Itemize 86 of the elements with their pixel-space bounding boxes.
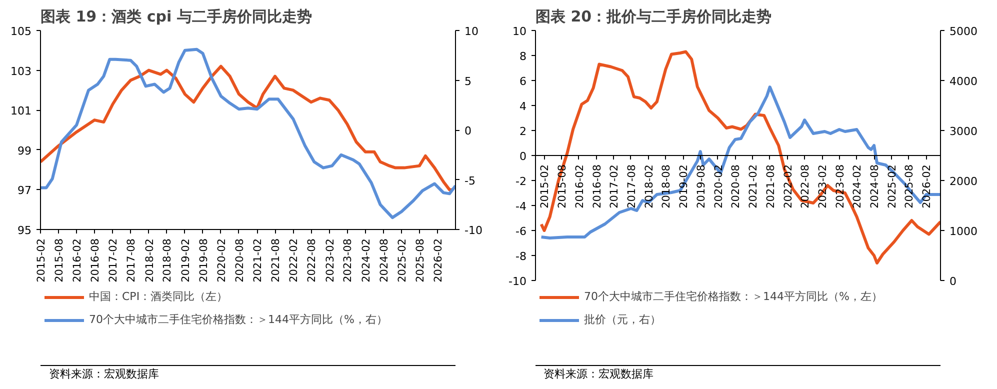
y-tick-label: 105: [10, 25, 32, 38]
y2-tick-label: 2000: [950, 175, 978, 188]
x-tick-label: 2016-08: [591, 164, 604, 208]
x-tick-label: 2015-08: [556, 164, 568, 208]
y-tick-label: 8: [520, 50, 526, 63]
x-tick-label: 2019-08: [695, 164, 708, 208]
legend-label: 70个大中城市二手住宅价格指数：＞144平方同比（%，左）: [584, 289, 882, 304]
x-tick-label: 2017-02: [608, 164, 621, 208]
x-tick-label: 2019-02: [180, 238, 192, 282]
x-tick-label: 2018-08: [162, 238, 174, 282]
chart-title: 图表 20：批价与二手房价同比走势: [536, 8, 772, 26]
x-tick-label: 2016-08: [90, 238, 102, 282]
x-tick-label: 2016-02: [574, 164, 586, 208]
y-tick-label: 97: [18, 184, 32, 198]
x-tick-label: 2022-02: [782, 164, 794, 208]
y2-tick-label: -5: [464, 174, 476, 188]
x-tick-label: 2018-08: [660, 164, 673, 208]
x-tick-label: 2020-02: [712, 164, 725, 208]
x-tick-label: 2019-02: [678, 164, 690, 208]
y-tick-label: -2: [516, 175, 526, 188]
text: 资料来源：宏观数据库: [544, 368, 654, 380]
x-tick-label: 2015-02: [36, 238, 48, 282]
x-tick-label: 2021-08: [764, 164, 777, 208]
x-tick-label: 2021-02: [252, 238, 264, 282]
x-tick-label: 2020-08: [234, 238, 246, 282]
y2-tick-label: 4000: [950, 75, 978, 88]
y2-tick-label: 5000: [950, 25, 978, 38]
x-tick-label: 2018-02: [144, 238, 156, 282]
x-tick-label: 2022-02: [288, 238, 300, 282]
x-tick-label: 2021-08: [270, 238, 282, 282]
text: 资料来源：宏观数据库: [48, 368, 159, 380]
chart-title: 图表 19：酒类 cpi 与二手房价同比走势: [40, 8, 312, 26]
x-tick-label: 2020-08: [730, 164, 742, 208]
x-tick-label: 2026-02: [921, 164, 934, 208]
y-tick-label: 6: [520, 75, 526, 88]
x-tick-label: 2018-02: [643, 164, 656, 208]
x-tick-label: 2020-02: [216, 238, 228, 282]
y2-tick-label: -10: [464, 224, 482, 237]
x-tick-label: 2025-08: [904, 164, 916, 208]
x-tick-label: 2022-08: [306, 238, 318, 282]
legend-label: 中国：CPI：酒类同比（左）: [89, 289, 228, 304]
x-tick-label: 2023-08: [342, 238, 354, 282]
x-tick-label: 2016-02: [72, 238, 84, 282]
x-tick-label: 2017-02: [108, 238, 120, 282]
x-tick-label: 2026-02: [432, 238, 445, 282]
line-series: [40, 48, 456, 220]
y2-tick-label: 3000: [950, 125, 978, 138]
x-tick-label: 2017-08: [126, 238, 138, 282]
x-tick-label: 2024-02: [852, 164, 864, 208]
x-tick-label: 2023-08: [834, 164, 846, 208]
y-tick-label: -6: [516, 225, 526, 238]
x-tick-label: 2022-08: [800, 164, 812, 208]
x-tick-label: 2025-02: [886, 164, 899, 208]
y-tick-label: 2: [520, 125, 526, 138]
y-tick-label: 4: [520, 100, 526, 113]
x-tick-label: 2023-02: [817, 164, 830, 208]
x-tick-label: 2019-08: [198, 238, 210, 282]
y-tick-label: 99: [18, 144, 32, 158]
x-tick-label: 2021-02: [748, 164, 760, 208]
y-tick-label: 95: [18, 224, 32, 237]
legend-label: 70个大中城市二手住宅价格指数：＞144平方同比（%，右）: [89, 312, 388, 327]
line-series: [540, 86, 940, 240]
y-tick-label: -8: [516, 250, 526, 263]
y2-tick-label: 10: [464, 25, 478, 38]
x-tick-label: 2015-02: [539, 164, 552, 208]
legend-label: 批价（元，右）: [584, 312, 661, 327]
y-tick-label: -4: [516, 200, 526, 213]
x-tick-label: 2025-02: [396, 238, 409, 282]
y-tick-label: 103: [10, 64, 32, 78]
y2-tick-label: 1000: [950, 225, 978, 238]
y2-tick-label: 0: [464, 124, 472, 138]
x-tick-label: 2023-02: [324, 238, 336, 282]
x-tick-label: 2024-08: [378, 238, 390, 282]
line-series: [40, 64, 454, 192]
y2-tick-label: 5: [464, 74, 472, 88]
x-tick-label: 2017-08: [626, 164, 638, 208]
y-tick-label: 101: [10, 104, 32, 118]
y-tick-label: -10: [508, 275, 526, 288]
y2-tick-label: 0: [950, 275, 956, 288]
x-tick-label: 2015-08: [53, 238, 66, 282]
line-series: [540, 50, 940, 264]
y-tick-label: 10: [512, 25, 527, 38]
y-tick-label: 0: [520, 150, 526, 163]
x-tick-label: 2024-02: [360, 238, 372, 282]
x-tick-label: 2024-08: [869, 164, 882, 208]
x-tick-label: 2025-08: [414, 238, 426, 282]
